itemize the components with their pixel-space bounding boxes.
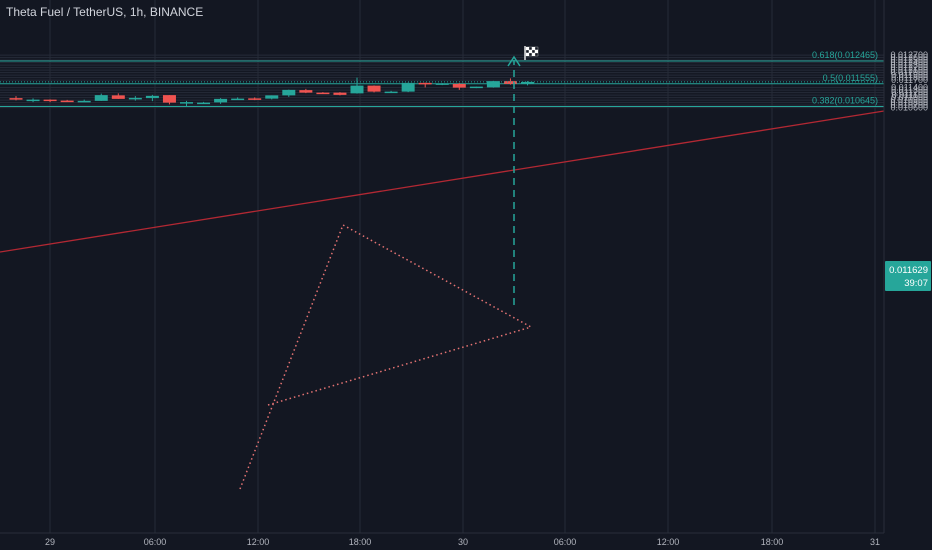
flag-checker bbox=[534, 52, 539, 57]
candle-body bbox=[111, 95, 125, 99]
triangle-upper-edge[interactable] bbox=[239, 223, 532, 490]
last-price-badge: 0.011629 39:07 bbox=[0, 81, 931, 291]
candle-body bbox=[145, 95, 159, 99]
price-tick-label: 0.011000 bbox=[891, 93, 928, 103]
price-tick-label: 0.011400 bbox=[891, 83, 928, 93]
candle-body bbox=[128, 97, 142, 100]
price-tick-label: 0.011800 bbox=[891, 73, 928, 83]
price-tick-label: 0.012100 bbox=[890, 65, 928, 75]
candle-body bbox=[197, 102, 211, 105]
time-tick-label: 18:00 bbox=[349, 537, 372, 547]
projection-arrow[interactable] bbox=[507, 46, 539, 305]
trend-line[interactable] bbox=[0, 110, 885, 253]
candle-body bbox=[94, 95, 108, 101]
price-tick-label: 0.011300 bbox=[891, 85, 928, 95]
chart-grid bbox=[0, 0, 884, 533]
candle-body bbox=[418, 82, 432, 85]
time-axis-bg bbox=[0, 533, 884, 550]
candle-body bbox=[265, 95, 279, 99]
flag-checker bbox=[525, 52, 530, 57]
time-axis[interactable]: 29 06:00 12:00 18:00 30 06:00 12:00 18:00 31 bbox=[0, 532, 884, 550]
flag-checker bbox=[528, 46, 533, 51]
time-tick-label: 06:00 bbox=[144, 537, 167, 547]
flag-checker bbox=[525, 49, 530, 54]
candle-body bbox=[9, 98, 23, 100]
candle-body bbox=[401, 82, 415, 92]
price-tick-label: 0.012200 bbox=[890, 63, 928, 73]
candle-body bbox=[299, 90, 313, 93]
candle-body bbox=[248, 98, 262, 100]
price-tick-label: 0.010800 bbox=[890, 98, 928, 108]
chart-title: Theta Fuel / TetherUS, 1h, BINANCE bbox=[6, 5, 204, 19]
candle-body bbox=[316, 92, 330, 95]
price-tick-label: 0.011900 bbox=[891, 70, 928, 80]
price-tick-label: 0.010700 bbox=[890, 100, 928, 110]
candle-body bbox=[26, 99, 40, 102]
candle-body bbox=[384, 91, 398, 94]
candle-body bbox=[43, 99, 57, 102]
flag-checker bbox=[531, 46, 536, 51]
flag-checker bbox=[531, 52, 536, 57]
price-badge-countdown: 39:07 bbox=[904, 278, 928, 289]
candle-body bbox=[452, 83, 466, 88]
flag-checker bbox=[525, 46, 530, 51]
flag-checker bbox=[531, 49, 536, 54]
candle-body bbox=[350, 85, 364, 94]
candle-body bbox=[77, 100, 91, 103]
candle-body bbox=[367, 85, 381, 92]
price-tick-label: 0.012700 bbox=[890, 50, 928, 60]
candle-body bbox=[231, 98, 245, 101]
price-tick-label: 0.011100 bbox=[892, 90, 928, 100]
time-tick-label: 06:00 bbox=[554, 537, 577, 547]
price-badge-value: 0.011629 bbox=[889, 265, 928, 276]
time-tick-label: 12:00 bbox=[247, 537, 270, 547]
flag-checker bbox=[534, 46, 539, 51]
flag-checker bbox=[528, 52, 533, 57]
fib-level-label: 0.618(0.012465) bbox=[812, 50, 878, 60]
price-tick-label: 0.012300 bbox=[890, 60, 928, 70]
candle-body bbox=[214, 98, 228, 103]
flag-checker bbox=[528, 49, 533, 54]
candle-body bbox=[521, 81, 534, 84]
candle-body bbox=[180, 102, 193, 104]
price-tick-label: 0.011700 bbox=[891, 75, 928, 85]
trend-line-segment[interactable] bbox=[0, 110, 885, 253]
flag-checker bbox=[534, 49, 539, 54]
price-tick-label: 0.010600 bbox=[890, 103, 928, 113]
time-tick-label: 30 bbox=[458, 537, 468, 547]
fib-level-label: 0.382(0.010645) bbox=[812, 96, 878, 106]
price-badge-bg bbox=[885, 261, 931, 291]
candle-body bbox=[333, 92, 347, 95]
fib-level-label: 0.5(0.011555) bbox=[823, 73, 878, 83]
time-tick-label: 18:00 bbox=[761, 537, 784, 547]
triangle-pattern[interactable] bbox=[239, 223, 532, 490]
candle-body bbox=[282, 89, 296, 96]
candle-body bbox=[60, 100, 74, 103]
arrow-head-icon bbox=[507, 55, 521, 67]
price-tick-label: 0.011200 bbox=[891, 88, 928, 98]
candle-body bbox=[469, 86, 483, 89]
price-tick-label: 0.012600 bbox=[890, 53, 928, 63]
time-tick-label: 29 bbox=[45, 537, 55, 547]
price-tick-label: 0.012500 bbox=[890, 55, 928, 65]
price-tick-label: 0.010900 bbox=[890, 95, 928, 105]
price-tick-label: 0.012400 bbox=[890, 58, 928, 68]
candle-body bbox=[435, 83, 449, 85]
candle-body bbox=[486, 81, 500, 88]
price-tick-label: 0.012000 bbox=[890, 68, 928, 78]
candle-body bbox=[503, 81, 517, 84]
time-tick-label: 31 bbox=[870, 537, 880, 547]
candles bbox=[9, 77, 534, 107]
time-tick-label: 12:00 bbox=[657, 537, 680, 547]
triangle-lower-edge[interactable] bbox=[267, 326, 532, 406]
flag-icon bbox=[524, 46, 539, 60]
candle-body bbox=[162, 95, 176, 103]
